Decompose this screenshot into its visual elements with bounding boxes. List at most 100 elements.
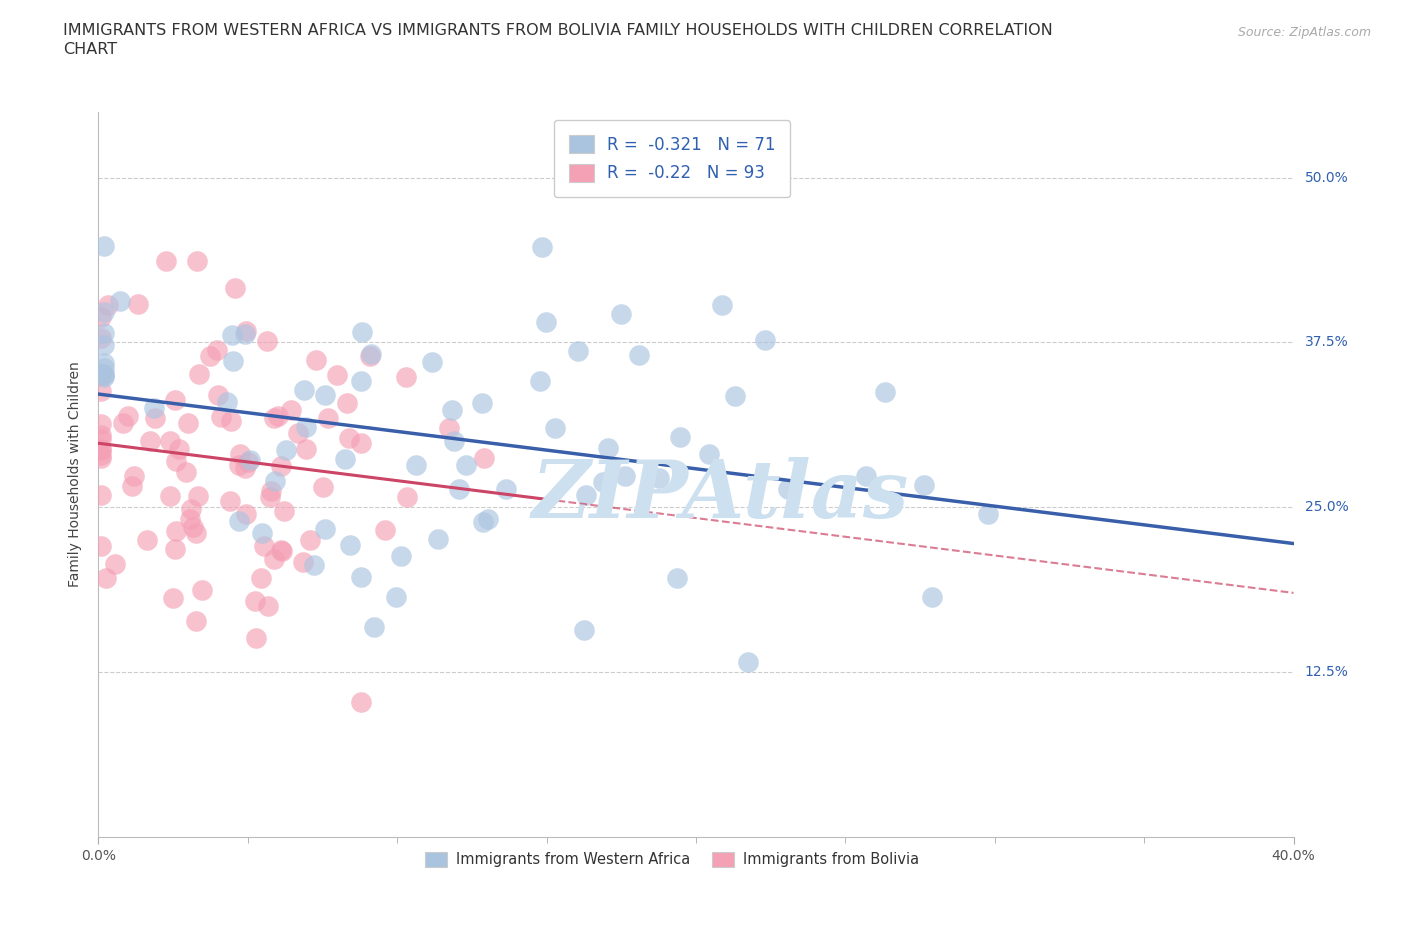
Text: IMMIGRANTS FROM WESTERN AFRICA VS IMMIGRANTS FROM BOLIVIA FAMILY HOUSEHOLDS WITH: IMMIGRANTS FROM WESTERN AFRICA VS IMMIGR… bbox=[63, 23, 1053, 38]
Point bbox=[90, 366, 112, 381]
Point bbox=[292, 383, 315, 398]
Point bbox=[437, 420, 460, 435]
Point bbox=[668, 430, 690, 445]
Point bbox=[454, 458, 477, 472]
Point bbox=[177, 416, 200, 431]
Text: Source: ZipAtlas.com: Source: ZipAtlas.com bbox=[1237, 26, 1371, 39]
Point bbox=[311, 480, 333, 495]
Point bbox=[360, 347, 382, 362]
Point bbox=[596, 440, 619, 455]
Point bbox=[165, 454, 187, 469]
Point bbox=[239, 452, 262, 467]
Point bbox=[209, 410, 232, 425]
Point bbox=[127, 297, 149, 312]
Point bbox=[219, 414, 242, 429]
Point bbox=[124, 469, 146, 484]
Point bbox=[93, 239, 115, 254]
Point bbox=[90, 367, 112, 382]
Point bbox=[228, 446, 250, 461]
Point bbox=[243, 593, 266, 608]
Point bbox=[855, 469, 877, 484]
Point bbox=[179, 512, 201, 526]
Point bbox=[228, 513, 250, 528]
Point bbox=[233, 327, 256, 342]
Point bbox=[326, 367, 349, 382]
Point bbox=[471, 395, 494, 410]
Point bbox=[350, 435, 373, 450]
Point bbox=[471, 514, 494, 529]
Point bbox=[350, 570, 373, 585]
Point bbox=[536, 314, 558, 329]
Point bbox=[108, 294, 131, 309]
Y-axis label: Family Households with Children: Family Households with Children bbox=[69, 362, 83, 587]
Point bbox=[339, 538, 361, 552]
Point bbox=[574, 488, 596, 503]
Text: ZIPAtlas: ZIPAtlas bbox=[531, 458, 908, 535]
Point bbox=[159, 433, 181, 448]
Point bbox=[218, 494, 240, 509]
Point bbox=[187, 366, 209, 381]
Point bbox=[257, 598, 280, 613]
Point bbox=[224, 280, 246, 295]
Point bbox=[90, 432, 112, 446]
Point bbox=[420, 354, 443, 369]
Point bbox=[235, 506, 257, 521]
Point bbox=[316, 410, 339, 425]
Point bbox=[754, 333, 776, 348]
Point bbox=[263, 552, 285, 567]
Point bbox=[544, 420, 567, 435]
Text: 37.5%: 37.5% bbox=[1305, 336, 1348, 350]
Point bbox=[159, 489, 181, 504]
Point bbox=[117, 408, 139, 423]
Point bbox=[186, 525, 208, 540]
Point bbox=[138, 433, 160, 448]
Point bbox=[235, 324, 257, 339]
Point bbox=[405, 458, 427, 472]
Point bbox=[395, 489, 418, 504]
Point bbox=[385, 590, 408, 604]
Point bbox=[260, 484, 283, 498]
Point bbox=[443, 433, 465, 448]
Text: 50.0%: 50.0% bbox=[1305, 170, 1348, 184]
Point bbox=[374, 523, 396, 538]
Point bbox=[363, 619, 385, 634]
Point bbox=[336, 396, 359, 411]
Point bbox=[530, 239, 553, 254]
Point bbox=[186, 254, 208, 269]
Point bbox=[292, 554, 315, 569]
Point bbox=[614, 469, 637, 484]
Point bbox=[90, 442, 112, 457]
Point bbox=[207, 387, 229, 402]
Point bbox=[976, 507, 998, 522]
Point bbox=[93, 361, 115, 376]
Point bbox=[477, 512, 499, 526]
Point bbox=[90, 428, 112, 443]
Point bbox=[264, 473, 287, 488]
Point bbox=[90, 448, 112, 463]
Point bbox=[447, 482, 470, 497]
Point bbox=[305, 352, 328, 367]
Point bbox=[205, 343, 228, 358]
Point bbox=[610, 306, 633, 321]
Point bbox=[274, 443, 297, 458]
Point bbox=[250, 570, 273, 585]
Point bbox=[221, 327, 243, 342]
Point bbox=[90, 443, 112, 458]
Text: 25.0%: 25.0% bbox=[1305, 500, 1348, 514]
Point bbox=[776, 481, 799, 496]
Point bbox=[495, 481, 517, 496]
Point bbox=[233, 460, 256, 475]
Point bbox=[104, 556, 127, 571]
Point bbox=[93, 338, 115, 352]
Point bbox=[299, 532, 322, 547]
Point bbox=[572, 622, 595, 637]
Point bbox=[287, 425, 309, 440]
Point bbox=[666, 571, 689, 586]
Point bbox=[186, 614, 208, 629]
Point bbox=[190, 583, 212, 598]
Point bbox=[180, 501, 202, 516]
Point bbox=[295, 419, 318, 434]
Point bbox=[628, 347, 651, 362]
Point bbox=[143, 401, 166, 416]
Point bbox=[270, 458, 292, 473]
